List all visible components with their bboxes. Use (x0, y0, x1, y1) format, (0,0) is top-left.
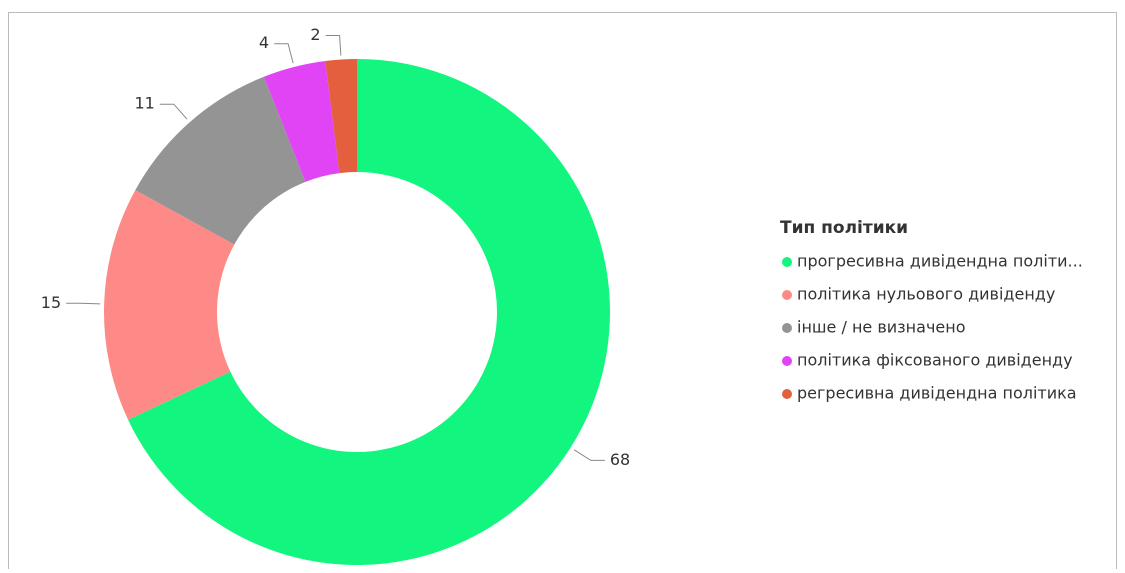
leader-line (274, 43, 294, 64)
legend-marker (782, 290, 792, 300)
leader-line (325, 35, 342, 56)
legend-marker (782, 257, 792, 267)
data-label: 68 (610, 450, 630, 469)
data-label: 11 (134, 94, 154, 113)
donut-slice (263, 60, 340, 182)
leader-line (573, 449, 605, 461)
donut-slice (135, 76, 306, 245)
legend-marker (782, 323, 792, 333)
legend-marker (782, 356, 792, 366)
legend-label: політика фіксованого дивіденду (797, 351, 1073, 370)
donut-slice (128, 59, 611, 566)
donut-slice (103, 190, 235, 420)
donut-slice (325, 59, 357, 174)
legend-label: інше / не визначено (797, 318, 966, 337)
leader-line (159, 103, 188, 120)
data-label: 4 (259, 33, 269, 52)
leader-line (66, 302, 101, 305)
legend-label: політика нульового дивіденду (797, 285, 1055, 304)
legend-label: регресивна дивідендна політика (797, 384, 1077, 403)
data-label: 2 (310, 25, 320, 44)
legend-title: Тип політики (780, 218, 908, 238)
data-label: 15 (41, 293, 61, 312)
legend-marker (782, 389, 792, 399)
legend-label: прогресивна дивідендна політи... (797, 252, 1083, 271)
